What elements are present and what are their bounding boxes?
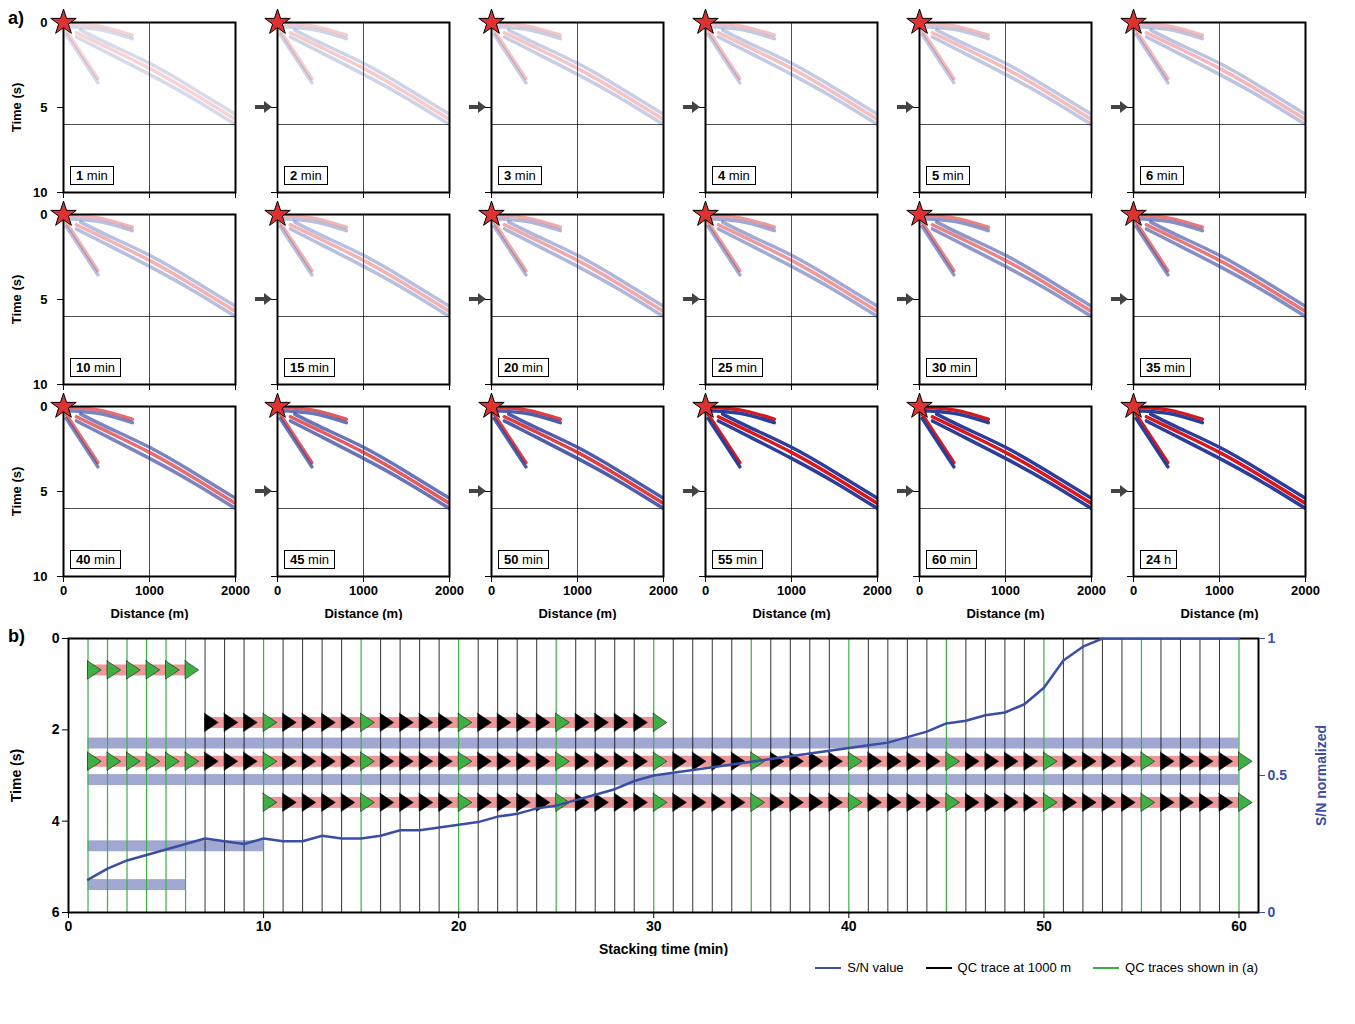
svg-text:Distance (m): Distance (m) — [1180, 606, 1258, 621]
html-text:20 min: 20 min — [504, 360, 543, 375]
html-text:4 min: 4 min — [718, 168, 750, 183]
svg-text:5: 5 — [40, 100, 47, 115]
svg-text:0: 0 — [40, 207, 47, 222]
html-text:55 min: 55 min — [718, 552, 757, 567]
svg-text:0: 0 — [274, 583, 281, 598]
html-text:50 min: 50 min — [504, 552, 543, 567]
html-text:35 min: 35 min — [1146, 360, 1185, 375]
svg-text:Distance (m): Distance (m) — [538, 606, 616, 621]
html-text:25 min: 25 min — [718, 360, 757, 375]
svg-text:Time (s): Time (s) — [9, 275, 24, 325]
html-text:QC traces shown in (a): QC traces shown in (a) — [1125, 959, 1258, 975]
svg-text:5: 5 — [40, 484, 47, 499]
html-text:b): b) — [8, 626, 25, 646]
svg-text:10: 10 — [33, 569, 47, 584]
svg-text:0: 0 — [65, 918, 73, 934]
svg-text:10: 10 — [33, 185, 47, 200]
html-text:30 min: 30 min — [932, 360, 971, 375]
svg-text:1000: 1000 — [991, 583, 1020, 598]
svg-text:20: 20 — [451, 918, 467, 934]
svg-text:50: 50 — [1036, 918, 1052, 934]
html-text:5 min: 5 min — [932, 168, 964, 183]
svg-text:2000: 2000 — [221, 583, 250, 598]
svg-text:5: 5 — [40, 292, 47, 307]
svg-text:0: 0 — [916, 583, 923, 598]
html-text:S/N value: S/N value — [847, 959, 904, 975]
svg-text:1000: 1000 — [777, 583, 806, 598]
svg-text:Distance (m): Distance (m) — [324, 606, 402, 621]
svg-text:1: 1 — [1268, 630, 1276, 646]
html-text:40 min: 40 min — [76, 552, 115, 567]
svg-text:Time (s): Time (s) — [8, 749, 24, 802]
svg-text:0: 0 — [1268, 904, 1276, 920]
svg-text:6: 6 — [52, 904, 60, 920]
svg-text:Distance (m): Distance (m) — [110, 606, 188, 621]
svg-text:60: 60 — [1231, 918, 1247, 934]
html-text:10 min: 10 min — [76, 360, 115, 375]
svg-text:Time (s): Time (s) — [9, 83, 24, 133]
html-text:15 min: 15 min — [290, 360, 329, 375]
svg-text:0: 0 — [702, 583, 709, 598]
svg-text:40: 40 — [841, 918, 857, 934]
svg-text:2000: 2000 — [1077, 583, 1106, 598]
svg-text:1000: 1000 — [1205, 583, 1234, 598]
svg-text:30: 30 — [646, 918, 662, 934]
svg-text:2000: 2000 — [435, 583, 464, 598]
html-text:a): a) — [8, 8, 24, 28]
svg-text:4: 4 — [52, 813, 60, 829]
html-text:24 h: 24 h — [1146, 552, 1172, 567]
html-text:2 min: 2 min — [290, 168, 322, 183]
svg-text:0: 0 — [60, 583, 67, 598]
svg-text:2000: 2000 — [649, 583, 678, 598]
html-text:45 min: 45 min — [290, 552, 329, 567]
svg-text:2000: 2000 — [863, 583, 892, 598]
html-text:60 min: 60 min — [932, 552, 971, 567]
svg-text:2000: 2000 — [1291, 583, 1320, 598]
svg-text:10: 10 — [33, 377, 47, 392]
svg-text:0.5: 0.5 — [1268, 767, 1288, 783]
svg-text:1000: 1000 — [563, 583, 592, 598]
svg-text:10: 10 — [256, 918, 272, 934]
html-text:1 min: 1 min — [76, 168, 108, 183]
html-text:6 min: 6 min — [1146, 168, 1178, 183]
html-text:3 min: 3 min — [504, 168, 536, 183]
svg-text:Stacking time (min): Stacking time (min) — [599, 941, 728, 957]
svg-text:0: 0 — [40, 15, 47, 30]
svg-text:0: 0 — [1130, 583, 1137, 598]
svg-text:1000: 1000 — [349, 583, 378, 598]
svg-text:0: 0 — [52, 630, 60, 646]
svg-text:0: 0 — [40, 399, 47, 414]
svg-text:2: 2 — [52, 721, 60, 737]
svg-text:0: 0 — [488, 583, 495, 598]
svg-text:1000: 1000 — [135, 583, 164, 598]
svg-text:Distance (m): Distance (m) — [966, 606, 1044, 621]
svg-text:S/N normalized: S/N normalized — [1313, 725, 1329, 826]
svg-text:Time (s): Time (s) — [9, 467, 24, 517]
html-text:QC trace at 1000 m: QC trace at 1000 m — [957, 959, 1072, 975]
svg-text:Distance (m): Distance (m) — [752, 606, 830, 621]
